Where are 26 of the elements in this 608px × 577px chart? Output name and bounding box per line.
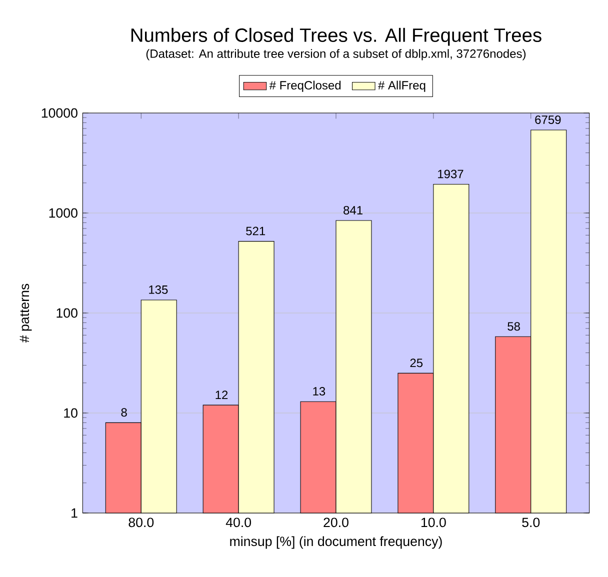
x-tick-label: 10.0	[421, 518, 446, 528]
data-label: 521	[246, 226, 266, 236]
data-label: 1937	[438, 170, 464, 178]
data-label: 135	[149, 285, 168, 294]
x-tick-label: 5.0	[522, 518, 540, 528]
x-axis-title: minsup [%] (in document frequency)	[230, 536, 442, 549]
data-label: 25	[410, 358, 423, 368]
x-tick-label: 40.0	[226, 518, 252, 528]
y-axis-title: # patterns	[20, 284, 32, 343]
legend-label: # FreqClosed	[269, 80, 341, 92]
data-label: 841	[344, 206, 362, 214]
data-label: 13	[313, 387, 326, 396]
data-label: 8	[121, 408, 127, 417]
legend-label: # AllFreq	[378, 80, 426, 92]
chart-subtitle: (Dataset: An attribute tree version of a subset of dblp.xml, 37276nodes)	[146, 49, 526, 60]
data-label: 6759	[535, 115, 561, 124]
x-tick-label: 80.0	[128, 518, 154, 528]
y-tick-label: 100	[56, 308, 78, 318]
y-tick-label: 1000	[49, 208, 78, 218]
data-label: 12	[216, 390, 228, 400]
chart-title: Numbers of Closed Trees vs. All Frequent Trees	[131, 28, 542, 46]
x-tick-label: 20.0	[324, 518, 348, 528]
y-tick-label: 10000	[42, 108, 78, 118]
y-tick-label: 1	[72, 508, 78, 518]
y-tick-label: 10	[64, 408, 78, 418]
data-label: 58	[508, 322, 520, 331]
